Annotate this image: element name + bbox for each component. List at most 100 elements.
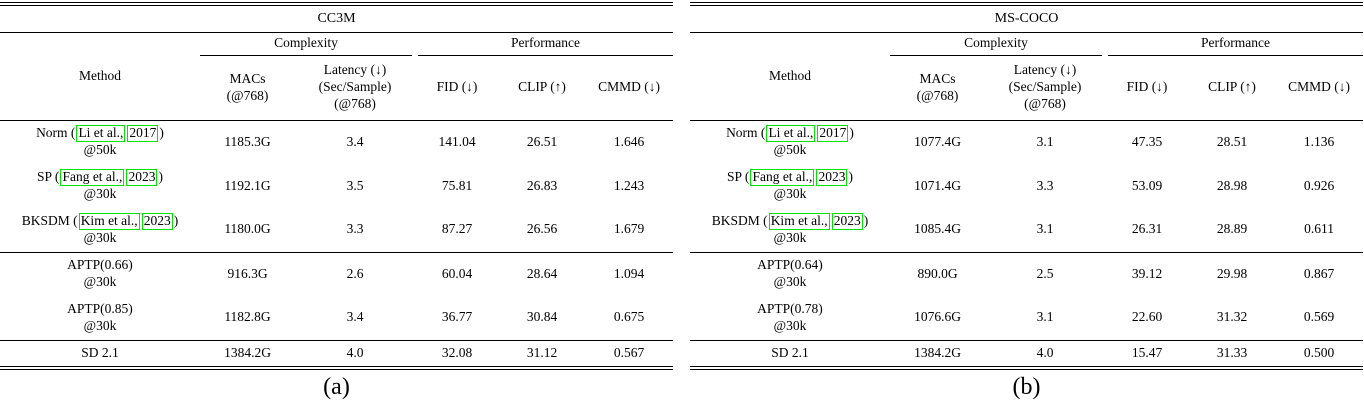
cmmd-column-header: CMMD (↓) — [1275, 56, 1364, 121]
citation-year-link[interactable]: 2023 — [816, 169, 848, 186]
cmmd-value: 1.094 — [585, 251, 674, 296]
table-mscoco: MS-COCO Method Complexity Performance MA… — [690, 2, 1364, 370]
column-header-row: MACs (@768) Latency (↓) (Sec/Sample) (@7… — [690, 56, 1364, 121]
performance-group-header: Performance — [1105, 32, 1364, 56]
latency-value: 3.3 — [346, 221, 364, 237]
macs-value: 1192.1G — [224, 177, 271, 193]
method-iterations: @30k — [83, 274, 117, 290]
method-close-paren: ) — [158, 169, 163, 185]
citation-year-link[interactable]: 2017 — [817, 125, 849, 143]
macs-value: 916.3G — [200, 251, 295, 296]
macs-value: 1384.2G — [890, 339, 985, 370]
method-cell: Norm (Li et al., 2017) @50k — [0, 120, 200, 164]
clip-column-header: CLIP (↑) — [499, 56, 585, 121]
macs-value: 1185.3G — [224, 133, 271, 149]
method-column-header: Method — [690, 32, 890, 121]
clip-value: 26.83 — [526, 177, 558, 193]
method-name: APTP(0.85) — [67, 300, 133, 316]
method-close-paren: ) — [173, 212, 179, 228]
method-cell: Norm (Li et al., 2017) @50k — [690, 120, 890, 164]
table-row: SD 2.1 1384.2G 4.0 32.08 31.12 0.567 — [0, 339, 674, 370]
citation-year-link[interactable]: 2017 — [127, 125, 159, 143]
fid-value: 36.77 — [441, 309, 473, 325]
cmmd-value: 0.569 — [1303, 309, 1335, 325]
method-column-header: Method — [0, 32, 200, 121]
column-header-row: MACs (@768) Latency (↓) (Sec/Sample) (@7… — [0, 56, 674, 121]
citation-year-link[interactable]: 2023 — [126, 169, 158, 186]
method-close-paren: ) — [863, 212, 869, 228]
method-iterations: @30k — [773, 317, 807, 333]
subfigure-caption-b: (b) — [1012, 374, 1041, 400]
clip-value: 31.12 — [499, 339, 585, 370]
citation-link[interactable]: Li et al., — [76, 125, 126, 143]
cmmd-value: 1.243 — [613, 177, 645, 193]
method-close-paren: ) — [848, 169, 853, 185]
dataset-title: MS-COCO — [690, 2, 1364, 33]
citation-year-link[interactable]: 2023 — [831, 212, 863, 230]
table-title-row: MS-COCO — [690, 2, 1364, 33]
clip-value: 28.98 — [1216, 177, 1248, 193]
method-cell: SD 2.1 — [0, 339, 200, 370]
table-row: BKSDM (Kim et al., 2023) @30k 1085.4G 3.1… — [690, 208, 1363, 252]
table-row: APTP(0.64) @30k 890.0G 2.5 39.12 29.98 0… — [690, 251, 1364, 296]
latency-value: 3.4 — [346, 133, 364, 149]
column-group-row: Method Complexity Performance — [690, 32, 1364, 121]
fid-column-header: FID (↓) — [415, 56, 499, 121]
latency-value: 4.0 — [985, 339, 1105, 370]
fid-value: 53.09 — [1131, 177, 1163, 193]
citation-link[interactable]: Li et al., — [766, 125, 816, 143]
latency-value: 3.1 — [1036, 309, 1054, 325]
clip-value: 31.33 — [1189, 339, 1275, 370]
table-row: SP (Fang et al., 2023) @30k 1071.4G 3.3 5… — [690, 164, 1363, 208]
table-row: Norm (Li et al., 2017) @50k 1185.3G 3.4 1… — [0, 120, 673, 164]
method-cell: SP (Fang et al., 2023) @30k — [0, 164, 200, 208]
fid-value: 60.04 — [415, 251, 499, 296]
fid-value: 39.12 — [1105, 251, 1189, 296]
latency-value: 3.3 — [1036, 177, 1054, 193]
fid-value: 22.60 — [1131, 309, 1163, 325]
cmmd-value: 0.926 — [1303, 177, 1335, 193]
clip-value: 28.51 — [1216, 133, 1248, 149]
method-name: Norm ( — [726, 125, 766, 141]
method-iterations: @30k — [773, 186, 807, 201]
latency-value: 4.0 — [295, 339, 415, 370]
panel-mscoco: MS-COCO Method Complexity Performance MA… — [690, 2, 1364, 402]
clip-value: 28.64 — [499, 251, 585, 296]
method-name: SP ( — [727, 169, 750, 185]
clip-value: 30.84 — [526, 309, 558, 325]
method-cell: SD 2.1 — [690, 339, 890, 370]
citation-link[interactable]: Kim et al., — [78, 212, 140, 230]
macs-value: 1180.0G — [224, 221, 271, 237]
method-cell: SP (Fang et al., 2023) @30k — [690, 164, 890, 208]
method-name: Norm ( — [36, 125, 76, 141]
citation-link[interactable]: Fang et al., — [750, 169, 815, 186]
latency-value: 3.5 — [346, 177, 364, 193]
table-cc3m: CC3M Method Complexity Performance MACs … — [0, 2, 674, 370]
clip-value: 29.98 — [1189, 251, 1275, 296]
citation-year-link[interactable]: 2023 — [141, 212, 173, 230]
cmmd-column-header: CMMD (↓) — [585, 56, 674, 121]
performance-group-header: Performance — [415, 32, 674, 56]
table-row: SD 2.1 1384.2G 4.0 15.47 31.33 0.500 — [690, 339, 1364, 370]
fid-value: 26.31 — [1131, 221, 1163, 237]
fid-value: 75.81 — [441, 177, 473, 193]
table-row: APTP(0.78) @30k 1076.6G 3.1 22.60 31.32 … — [690, 296, 1363, 340]
macs-value: 1071.4G — [914, 177, 961, 193]
fid-value: 87.27 — [441, 221, 473, 237]
cmmd-value: 0.675 — [613, 309, 645, 325]
cmmd-value: 1.679 — [613, 221, 645, 237]
cmmd-value: 0.611 — [1304, 221, 1334, 237]
cmmd-value: 0.867 — [1275, 251, 1364, 296]
table-row: Norm (Li et al., 2017) @50k 1077.4G 3.1 4… — [690, 120, 1363, 164]
method-cell: APTP(0.66) @30k — [0, 251, 200, 296]
clip-value: 31.32 — [1216, 309, 1248, 325]
method-name: APTP(0.66) — [67, 257, 133, 273]
cmmd-value: 0.567 — [585, 339, 674, 370]
citation-link[interactable]: Fang et al., — [60, 169, 125, 186]
method-close-paren: ) — [159, 125, 164, 141]
method-iterations: @30k — [773, 229, 807, 245]
citation-link[interactable]: Kim et al., — [768, 212, 830, 230]
cmmd-value: 1.136 — [1303, 133, 1335, 149]
fid-column-header: FID (↓) — [1105, 56, 1189, 121]
latency-value: 3.1 — [1036, 221, 1054, 237]
